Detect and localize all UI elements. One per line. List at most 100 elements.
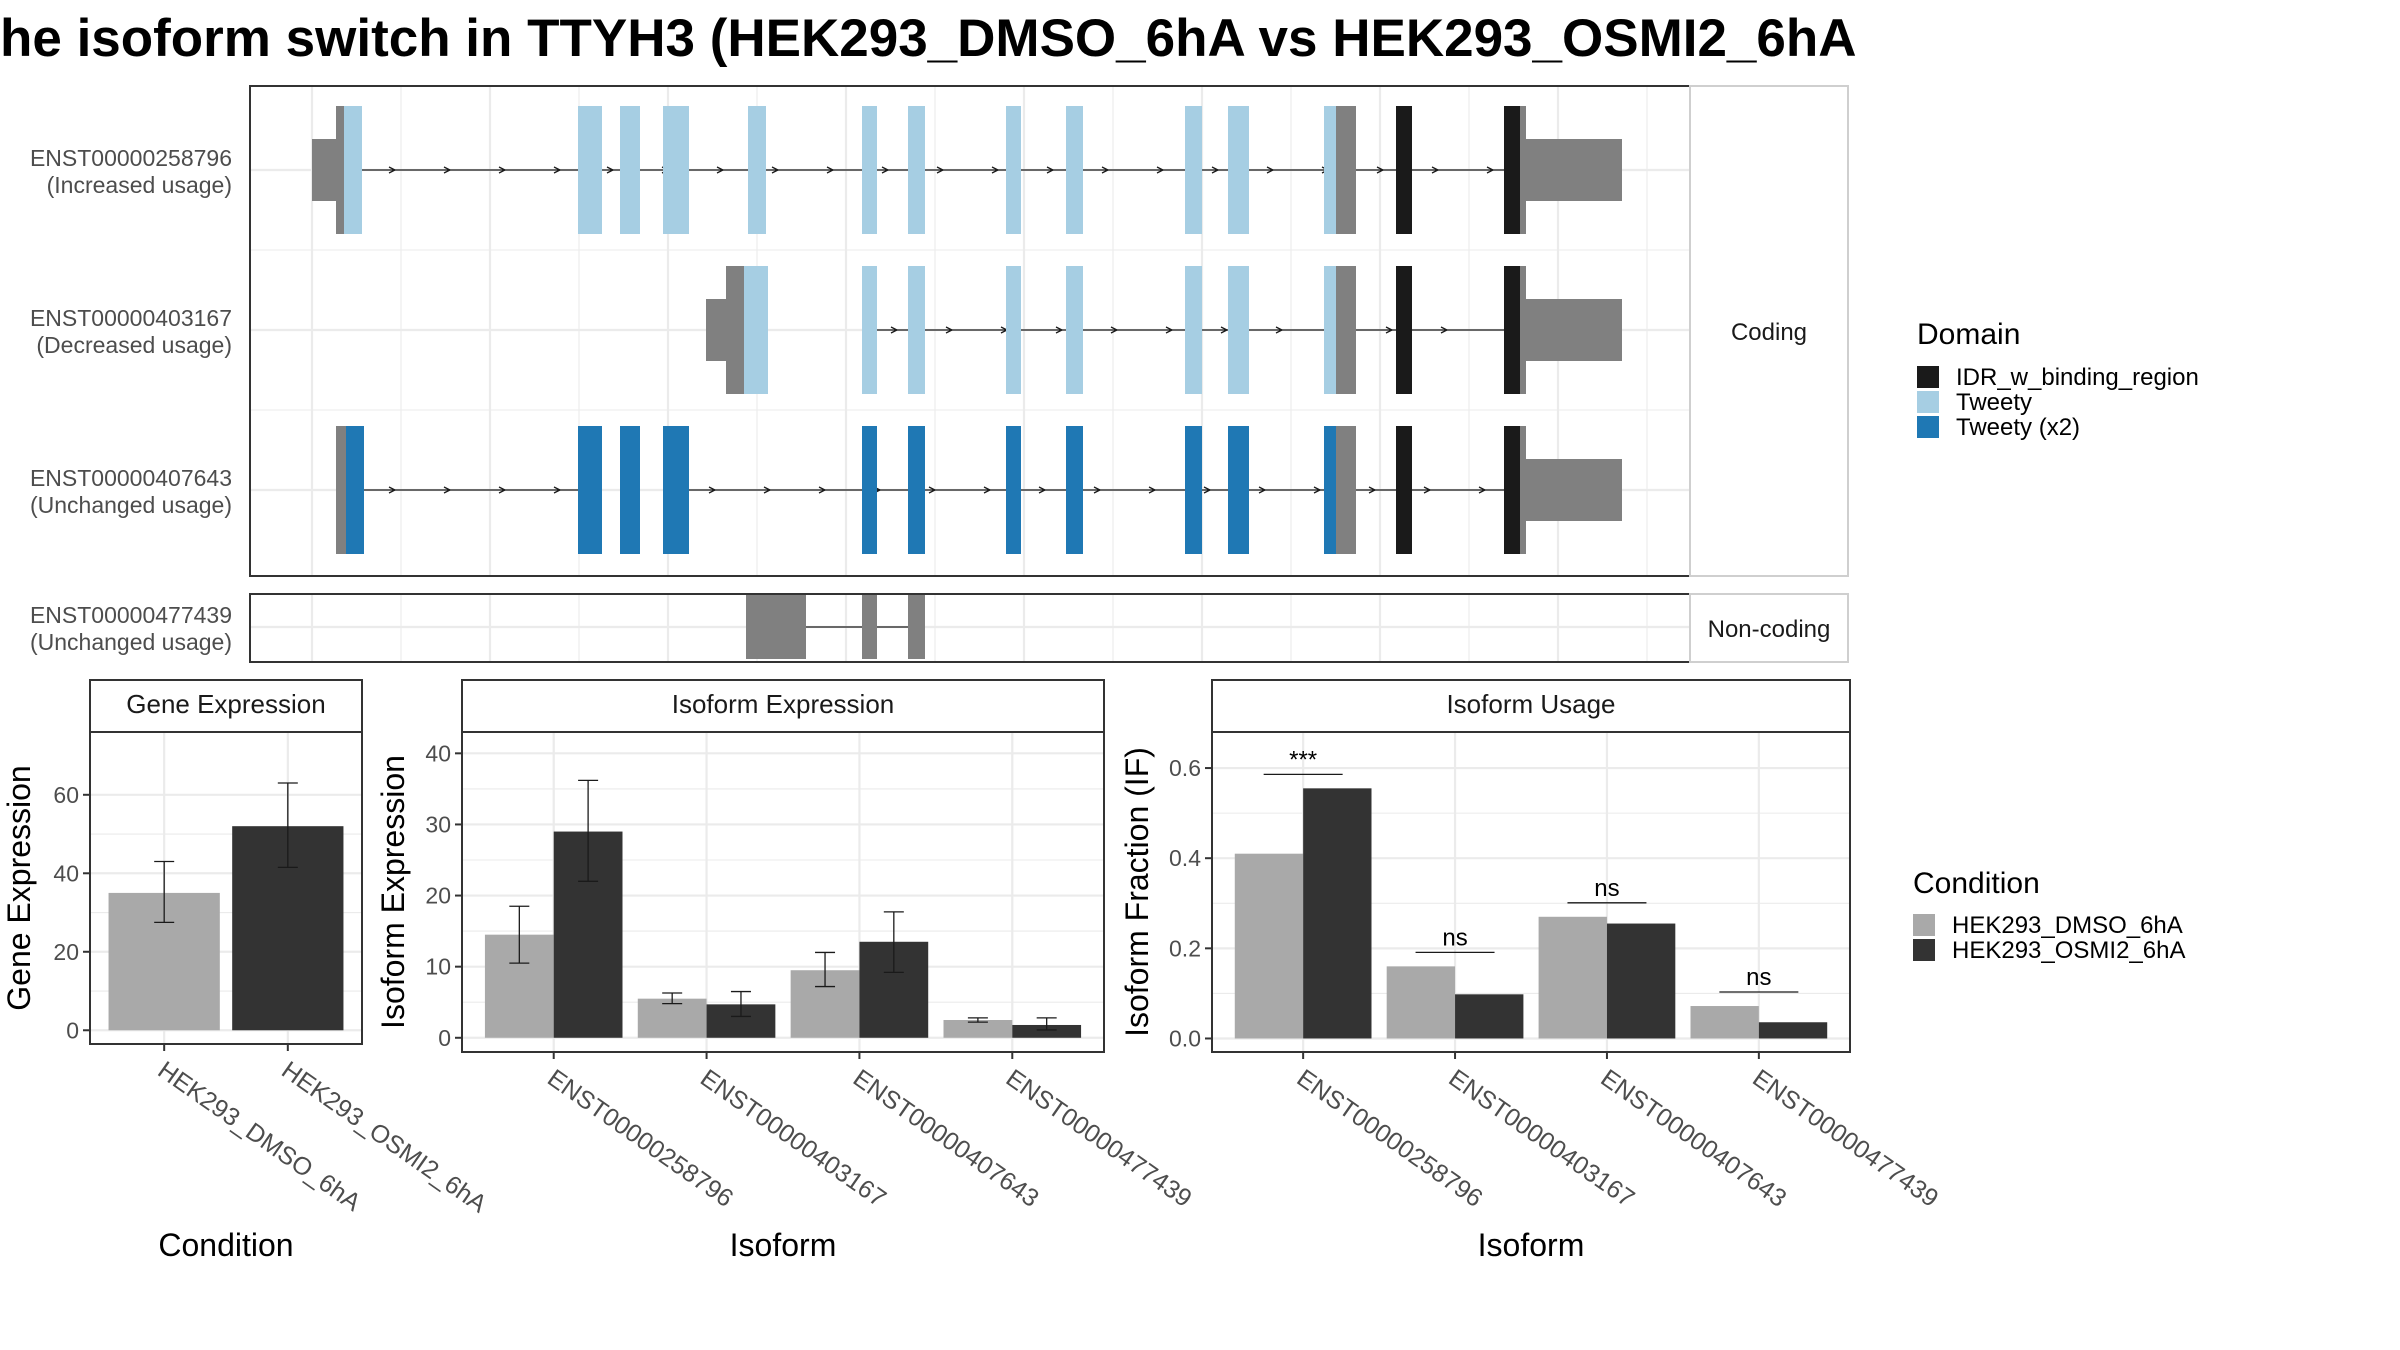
exon-utr bbox=[336, 426, 346, 554]
exon-utr-5prime bbox=[312, 139, 336, 201]
exon-idr-domain bbox=[1504, 266, 1520, 394]
intron-arrow bbox=[826, 166, 835, 174]
x-tick-label: HEK293_DMSO_6hA bbox=[153, 1056, 366, 1217]
exon-domain bbox=[1228, 266, 1249, 394]
facet-strip-label: Coding bbox=[1731, 319, 1807, 346]
y-axis-label: Isoform Fraction (IF) bbox=[1119, 747, 1155, 1037]
x-axis-label: Condition bbox=[158, 1227, 293, 1263]
exon-domain bbox=[620, 426, 640, 554]
intron-arrow bbox=[818, 486, 827, 494]
y-tick-label: 60 bbox=[53, 782, 79, 808]
intron-arrow bbox=[1440, 326, 1449, 334]
intron-arrow bbox=[890, 326, 899, 334]
exon-utr-5prime bbox=[706, 299, 728, 361]
legend-condition-label: HEK293_OSMI2_6hA bbox=[1952, 937, 2185, 964]
intron-arrow bbox=[1486, 166, 1495, 174]
exon-utr-3prime bbox=[1526, 299, 1622, 361]
intron-arrow bbox=[606, 166, 615, 174]
bar bbox=[1012, 1024, 1082, 1038]
transcript-id-label: ENST00000407643 bbox=[30, 465, 232, 491]
y-tick-label: 0.2 bbox=[1169, 935, 1201, 961]
exon-domain bbox=[744, 266, 768, 394]
transcript-id-label: ENST00000403167 bbox=[30, 305, 232, 331]
intron-arrow bbox=[498, 166, 507, 174]
bar bbox=[943, 1020, 1013, 1038]
intron-arrow bbox=[1156, 166, 1165, 174]
intron-arrow bbox=[443, 166, 452, 174]
exon-domain bbox=[1006, 426, 1021, 554]
figure-title: he isoform switch in TTYH3 (HEK293_DMSO_… bbox=[0, 9, 1857, 68]
legend-domain-swatch bbox=[1917, 416, 1939, 438]
exon-domain bbox=[578, 106, 602, 234]
legend-condition-swatch bbox=[1913, 914, 1935, 936]
exon-domain bbox=[346, 426, 364, 554]
intron-arrow bbox=[1478, 486, 1487, 494]
exon-domain bbox=[344, 106, 362, 234]
y-tick-label: 0.6 bbox=[1169, 755, 1201, 781]
facet-strip bbox=[1689, 85, 1849, 577]
intron-arrow bbox=[1148, 486, 1157, 494]
intron-arrow bbox=[1203, 486, 1212, 494]
y-tick-label: 0.0 bbox=[1169, 1025, 1201, 1051]
intron-arrow bbox=[881, 166, 890, 174]
exon-utr bbox=[1520, 426, 1526, 554]
intron-arrow bbox=[1211, 166, 1220, 174]
exon-domain bbox=[1228, 106, 1249, 234]
intron-arrow bbox=[1368, 486, 1377, 494]
legend-domain-label: Tweety bbox=[1956, 389, 2032, 416]
exon-domain bbox=[1006, 106, 1021, 234]
transcript-id-label: ENST00000477439 bbox=[30, 602, 232, 628]
exon-utr-3prime bbox=[1526, 139, 1622, 201]
exon-utr bbox=[1336, 266, 1356, 394]
facet-strip bbox=[1689, 593, 1849, 663]
transcript-usage-label: (Unchanged usage) bbox=[30, 492, 232, 518]
bar bbox=[637, 998, 707, 1038]
panel-strip bbox=[89, 679, 363, 733]
panel-frame bbox=[89, 731, 363, 1045]
facet-strip-label: Non-coding bbox=[1708, 616, 1831, 643]
transcript-usage-label: (Decreased usage) bbox=[36, 332, 232, 358]
exon-domain bbox=[1228, 426, 1249, 554]
intron-arrow bbox=[1376, 166, 1385, 174]
exon-idr-domain bbox=[1504, 106, 1520, 234]
intron-arrow bbox=[553, 486, 562, 494]
intron-arrow bbox=[1165, 326, 1174, 334]
bar bbox=[1758, 1022, 1828, 1039]
intron-arrow bbox=[553, 166, 562, 174]
exon-domain bbox=[663, 106, 689, 234]
exon-utr bbox=[726, 266, 744, 394]
legend-condition-label: HEK293_DMSO_6hA bbox=[1952, 912, 2183, 939]
panel-strip bbox=[1211, 679, 1851, 733]
exon-domain bbox=[1006, 266, 1021, 394]
intron-arrow bbox=[498, 486, 507, 494]
intron-arrow bbox=[928, 486, 937, 494]
exon-domain bbox=[1066, 106, 1083, 234]
panel-frame bbox=[461, 731, 1105, 1053]
legend-domain-swatch bbox=[1917, 366, 1939, 388]
y-tick-label: 0.4 bbox=[1169, 845, 1201, 871]
exon-noncoding bbox=[746, 595, 806, 659]
intron-arrow bbox=[1093, 486, 1102, 494]
bar bbox=[1690, 1006, 1759, 1039]
exon-domain bbox=[620, 106, 640, 234]
exon-domain bbox=[1185, 266, 1202, 394]
intron-arrow bbox=[1385, 326, 1394, 334]
exon-domain bbox=[908, 106, 925, 234]
intron-arrow bbox=[936, 166, 945, 174]
y-tick-label: 20 bbox=[53, 939, 79, 965]
x-axis-label: Isoform bbox=[1478, 1227, 1585, 1263]
exon-domain bbox=[663, 426, 689, 554]
gene-expression-panel: Gene Expression 0 20 40 60 HEK293_DMSO_6hAHEK… bbox=[1, 679, 492, 1263]
transcript-id-label: ENST00000258796 bbox=[30, 145, 232, 171]
y-tick-label: 40 bbox=[53, 860, 79, 886]
exon-utr bbox=[1520, 266, 1526, 394]
y-tick-label: 40 bbox=[425, 740, 451, 766]
x-axis-label: Isoform bbox=[730, 1227, 837, 1263]
y-tick-label: 0 bbox=[438, 1025, 451, 1051]
isoform-expression-panel: Isoform Expression010203040ENST000002587… bbox=[375, 679, 1197, 1263]
legend-domain-label: Tweety (x2) bbox=[1956, 414, 2080, 441]
legend-condition-title: Condition bbox=[1913, 867, 2040, 900]
exon-utr bbox=[1336, 426, 1356, 554]
